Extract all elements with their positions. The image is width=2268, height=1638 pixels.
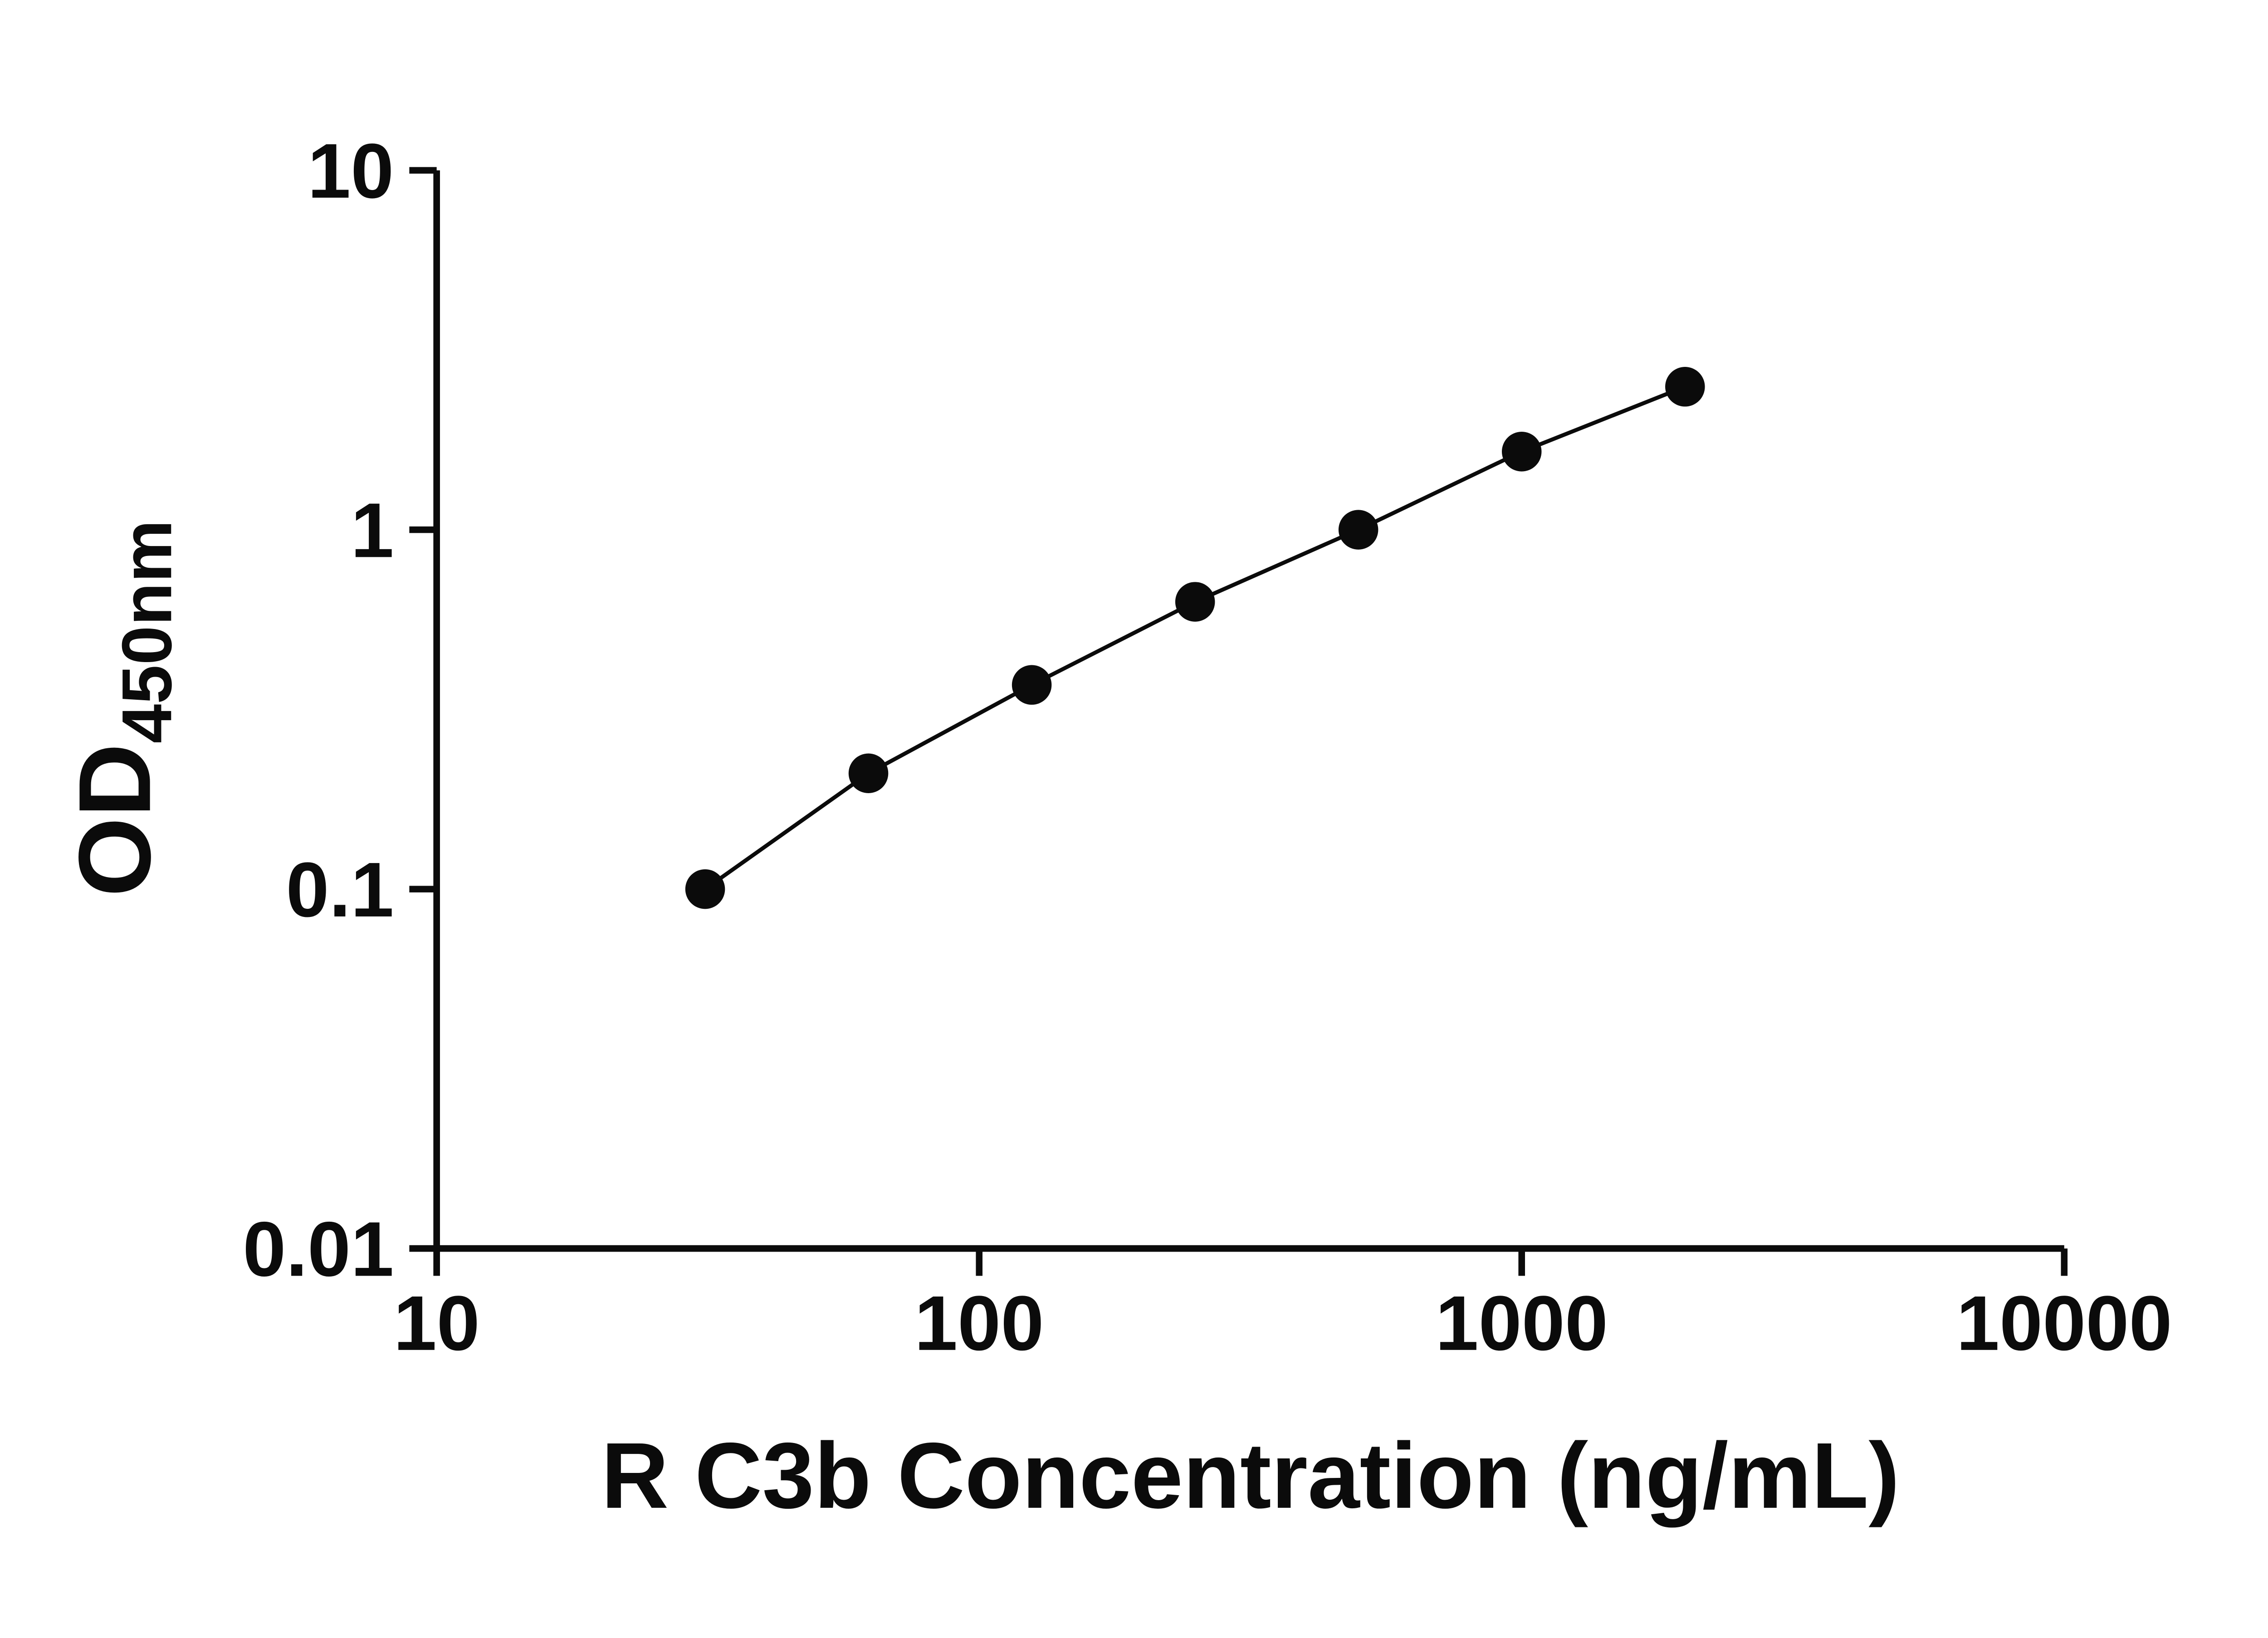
axes-layer: 10 100 1000 10000 0.01 0.1 1 10 xyxy=(243,128,2172,1367)
y-tick-label: 1 xyxy=(351,487,394,574)
x-axis-title: R C3b Concentration (ng/mL) xyxy=(601,1423,1900,1528)
data-point-marker xyxy=(685,869,725,909)
x-tick-label: 10 xyxy=(393,1280,479,1367)
x-tick-label: 100 xyxy=(914,1280,1044,1367)
data-point-marker xyxy=(1501,432,1542,472)
data-point-marker xyxy=(848,753,889,794)
y-tick-label: 0.1 xyxy=(286,847,394,933)
axis-frame xyxy=(433,170,2064,1252)
y-axis-title: OD450nm xyxy=(58,520,186,897)
data-point-marker xyxy=(1012,665,1052,705)
data-point-marker xyxy=(1338,510,1378,550)
data-point-marker xyxy=(1665,367,1705,407)
series-layer xyxy=(685,367,1705,909)
x-tick-label: 1000 xyxy=(1435,1280,1608,1367)
y-tick-label: 10 xyxy=(308,128,394,214)
y-tick-label: 0.01 xyxy=(243,1206,394,1292)
data-point-marker xyxy=(1175,582,1215,622)
y-axis-title-base: OD xyxy=(58,743,172,897)
y-axis-title-subscript: 450nm xyxy=(107,520,186,743)
x-tick-label: 10000 xyxy=(1956,1280,2172,1367)
